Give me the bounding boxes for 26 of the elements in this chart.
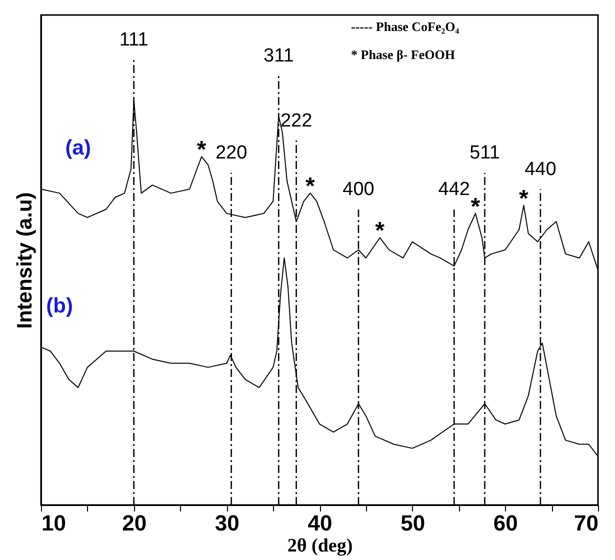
text: ----- Phase CoFe₂O₄ (351, 19, 460, 34)
text: 111 (119, 29, 148, 50)
annotation: 440 (524, 158, 556, 180)
x-tick-label: 10 (42, 510, 66, 536)
annotation: * (375, 218, 386, 245)
x-tick-label: 20 (122, 510, 147, 536)
x-tick-label: 70 (574, 510, 598, 536)
x-tick-label: 50 (400, 510, 426, 536)
annotation: 220 (215, 142, 248, 164)
series-label: (b) (46, 294, 73, 318)
x-axis-title: 2θ (deg) (287, 536, 353, 556)
x-tick-label: 40 (308, 510, 332, 536)
text: * Phase β- FeOOH (351, 47, 455, 62)
x-tick-label: 60 (493, 510, 518, 536)
y-axis-title: Intensity (a.u) (14, 192, 36, 329)
annotation: 222 (280, 110, 312, 132)
annotation: * (196, 136, 207, 164)
annotation: * (470, 193, 481, 220)
text: 311 (264, 45, 294, 66)
annotation: * (519, 185, 530, 212)
x-tick-label: 30 (214, 510, 240, 536)
series-label: (a) (65, 136, 91, 160)
annotation: 442 (438, 179, 470, 200)
annotation: * (306, 173, 316, 200)
annotation: 511 (470, 142, 500, 164)
annotation: 400 (342, 179, 374, 200)
